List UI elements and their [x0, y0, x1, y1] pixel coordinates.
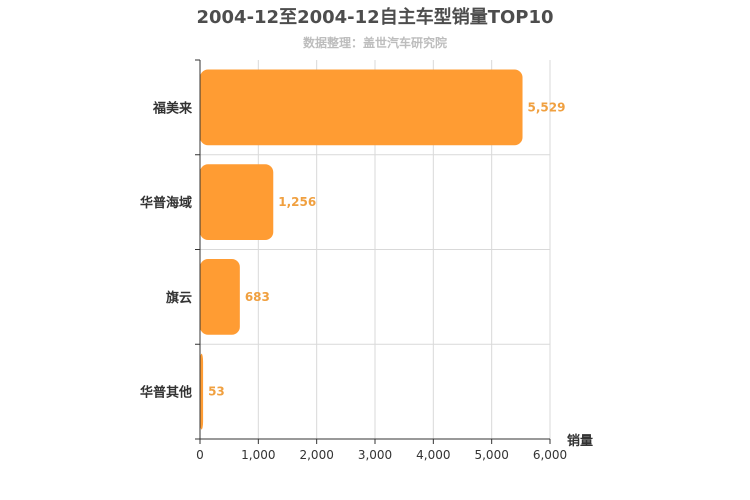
category-label: 华普其他: [140, 385, 192, 401]
category-label: 福美来: [152, 100, 193, 116]
x-tick-label: 0: [196, 448, 204, 462]
bar: [200, 164, 274, 241]
x-tick-label: 3,000: [358, 448, 392, 462]
bar: [200, 69, 523, 146]
x-tick-label: 6,000: [533, 448, 567, 462]
x-tick-label: 1,000: [241, 448, 275, 462]
data-label: 683: [245, 290, 270, 304]
x-tick-label: 2,000: [299, 448, 333, 462]
data-label: 53: [208, 385, 225, 399]
axes-group: 0 1,000 2,000 3,000 4,000 5,000 6,000: [195, 59, 567, 462]
bar: [200, 353, 204, 430]
labels-group: 5,529 福美来 1,256 华普海域 683 旗云 53 华普其他: [140, 100, 566, 400]
category-label: 旗云: [166, 290, 192, 306]
chart-subtitle: 数据整理：盖世汽车研究院: [303, 35, 447, 50]
data-label: 1,256: [278, 195, 316, 209]
x-tick-label: 4,000: [416, 448, 450, 462]
category-label: 华普海域: [140, 195, 192, 211]
x-tick-label: 5,000: [474, 448, 508, 462]
chart-title: 2004-12至2004-12自主车型销量TOP10: [196, 6, 553, 28]
x-axis-title: 销量: [567, 433, 593, 449]
bars-group: [200, 69, 523, 430]
data-label: 5,529: [528, 100, 566, 114]
bar: [200, 258, 240, 335]
